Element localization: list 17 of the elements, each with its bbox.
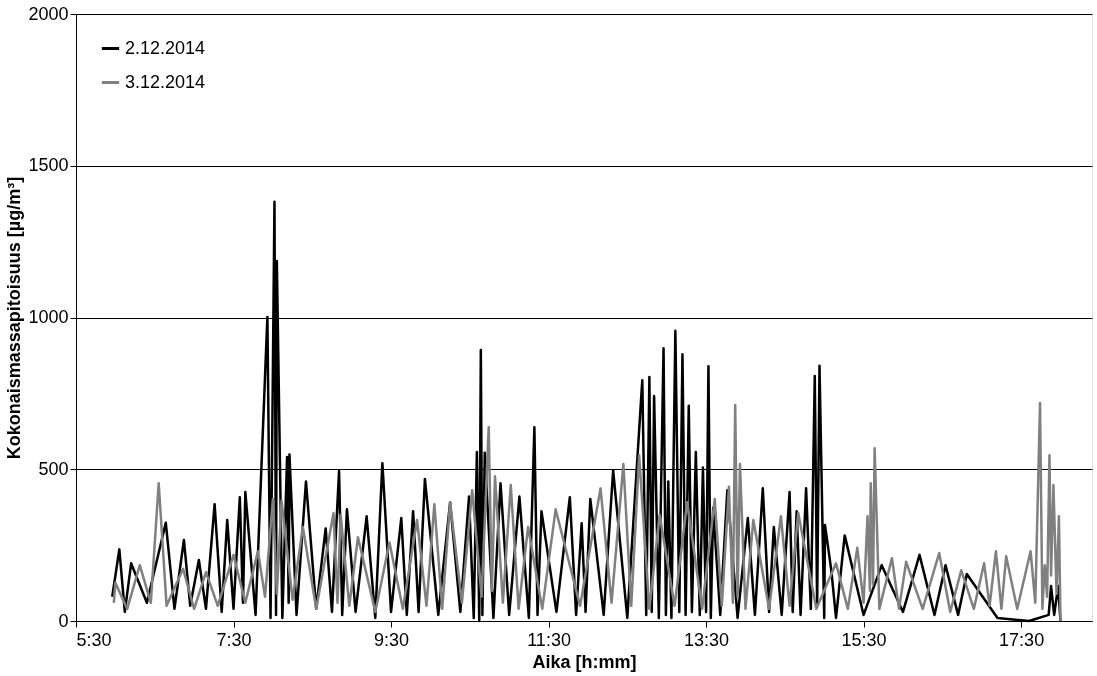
x-tick-label: 7:30 [216, 629, 252, 650]
x-tick-label: 13:30 [684, 629, 730, 650]
y-tick-label: 500 [38, 458, 69, 479]
legend-label: 2.12.2014 [125, 37, 206, 58]
legend-label: 3.12.2014 [125, 71, 206, 92]
y-tick-label: 2000 [28, 3, 69, 24]
x-tick-label: 17:30 [999, 629, 1045, 650]
x-axis-title: Aika [h:mm] [532, 651, 637, 672]
x-tick-label: 11:30 [527, 629, 571, 650]
y-tick-label: 1000 [28, 307, 69, 327]
y-tick-label: 1500 [28, 155, 69, 176]
y-tick-label: 0 [58, 610, 69, 631]
x-tick-label: 9:30 [374, 629, 410, 650]
x-tick-label: 15:30 [841, 629, 887, 650]
x-tick-label: 5:30 [76, 629, 112, 650]
line-series [112, 401, 1062, 623]
y-axis-title: Kokonaismassapitoisuus [µg/m³] [4, 176, 25, 460]
